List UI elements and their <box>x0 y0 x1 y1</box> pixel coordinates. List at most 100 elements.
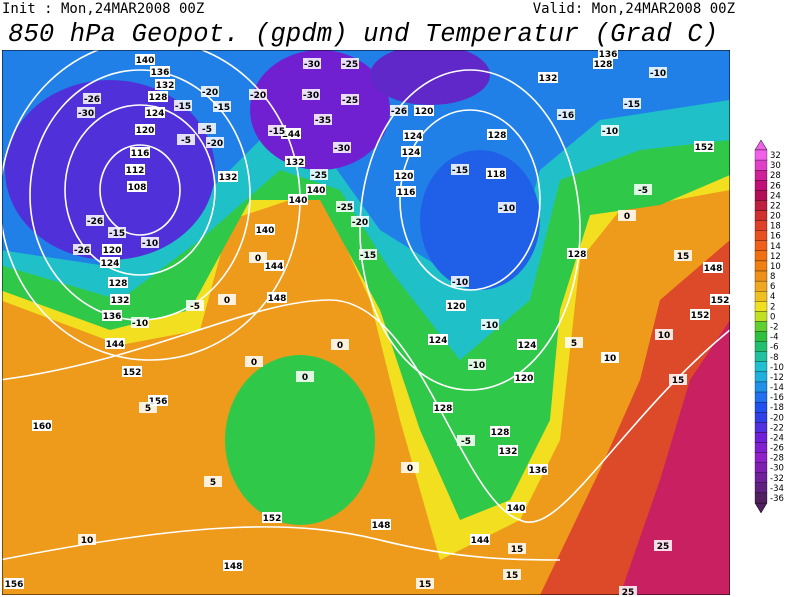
height-label-box <box>506 502 526 513</box>
colorbar-swatch <box>754 180 768 191</box>
height-label-box <box>514 372 534 383</box>
temperature-label-box <box>508 543 526 554</box>
colorbar-swatch <box>754 159 768 171</box>
temperature-label: 0 <box>251 358 257 368</box>
temperature-label-box <box>498 202 516 213</box>
temperature-label-box <box>457 435 475 446</box>
height-label-box <box>267 292 287 303</box>
height-label: 118 <box>487 170 506 180</box>
temperature-label: 0 <box>337 341 343 351</box>
temperature-label-box <box>618 210 636 221</box>
temperature-label-box <box>341 58 359 69</box>
colorbar-swatch <box>754 210 768 221</box>
height-label-box <box>262 512 282 523</box>
temperature-label-box <box>302 89 320 100</box>
temperature-label: -25 <box>337 203 353 213</box>
colorbar-label: 18 <box>770 222 781 232</box>
height-label-box <box>135 54 155 65</box>
height-label: 148 <box>704 264 723 274</box>
height-label-box <box>428 334 448 345</box>
colorbar-swatch <box>754 351 768 362</box>
height-label: 152 <box>711 296 730 306</box>
height-label: 124 <box>101 259 120 269</box>
height-label: 144 <box>471 536 490 546</box>
temperature-label: 25 <box>657 542 670 552</box>
height-label: 144 <box>265 262 284 272</box>
temperature-label: -10 <box>142 239 158 249</box>
temperature-label-box <box>141 237 159 248</box>
height-label-box <box>135 124 155 135</box>
colorbar-swatch <box>754 190 768 201</box>
temperature-label-box <box>634 184 652 195</box>
temperature-label-box <box>390 105 408 116</box>
temperature-label: -15 <box>175 102 191 112</box>
temperature-label-box <box>451 164 469 175</box>
height-label: 120 <box>447 302 466 312</box>
temperature-label-box <box>468 359 486 370</box>
height-label-box <box>105 338 125 349</box>
height-label-box <box>598 48 618 59</box>
temperature-label-box <box>139 402 157 413</box>
colorbar-label: -30 <box>770 464 784 474</box>
colorbar-swatch <box>754 200 768 211</box>
height-label: 144 <box>282 130 301 140</box>
colorbar-label: 20 <box>770 212 781 222</box>
temperature-label-box <box>204 476 222 487</box>
height-label: 136 <box>151 68 170 78</box>
temperature-label-box <box>177 134 195 145</box>
height-label-box <box>306 184 326 195</box>
colorbar-label: 30 <box>770 161 781 171</box>
colorbar-label: -16 <box>770 393 784 403</box>
height-label: 140 <box>307 186 326 196</box>
field-cool-blob <box>225 355 375 525</box>
height-label: 152 <box>123 368 142 378</box>
temperature-label: 15 <box>511 545 524 555</box>
temperature-label: -10 <box>452 278 468 288</box>
temperature-label-box <box>655 329 673 340</box>
temperature-label: -20 <box>250 91 266 101</box>
height-label: 120 <box>103 246 122 256</box>
temperature-label: -15 <box>360 251 376 261</box>
temperature-label-box <box>557 109 575 120</box>
temperature-label-box <box>86 215 104 226</box>
temperature-label: -15 <box>214 103 230 113</box>
colorbar-swatch <box>754 250 768 262</box>
height-label: 148 <box>268 294 287 304</box>
temperature-label: -30 <box>78 109 94 119</box>
temperature-label: 5 <box>210 478 216 488</box>
height-label: 132 <box>539 74 558 84</box>
colorbar-swatch <box>754 432 768 443</box>
colorbar-label: -18 <box>770 403 784 413</box>
colorbar-label: -10 <box>770 363 784 373</box>
colorbar-label: -34 <box>770 484 784 494</box>
temperature-label: -35 <box>315 116 331 126</box>
colorbar-swatch <box>754 401 768 413</box>
height-label: 128 <box>149 93 168 103</box>
height-label-box <box>108 277 128 288</box>
field-hotter <box>620 320 730 595</box>
height-label: 124 <box>402 148 421 158</box>
height-label-box <box>285 156 305 167</box>
temperature-label-box <box>481 319 499 330</box>
temperature-label: -10 <box>650 69 666 79</box>
height-label-box <box>125 164 145 175</box>
height-label-box <box>150 66 170 77</box>
temperature-label-box <box>674 250 692 261</box>
colorbar-swatch <box>754 462 768 473</box>
height-label: 140 <box>507 504 526 514</box>
colorbar-swatch <box>754 341 768 352</box>
temperature-label-box <box>333 142 351 153</box>
height-label-box <box>32 420 52 431</box>
temperature-label-box <box>503 569 521 580</box>
height-label: 152 <box>691 311 710 321</box>
temperature-label-box <box>186 300 204 311</box>
temperature-label-box <box>669 374 687 385</box>
colorbar-arrow-bottom <box>754 502 768 514</box>
temperature-label: -10 <box>602 127 618 137</box>
temperature-label-box <box>108 227 126 238</box>
height-label-box <box>127 181 147 192</box>
height-label-box <box>281 128 301 139</box>
temperature-label: -5 <box>638 186 648 196</box>
temperature-label-box <box>310 169 328 180</box>
